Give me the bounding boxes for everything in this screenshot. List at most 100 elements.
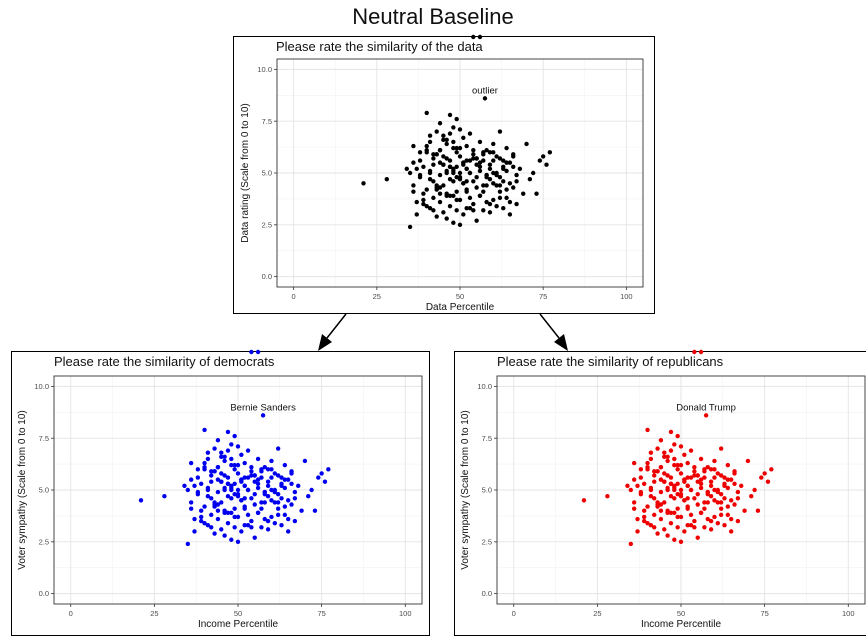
- data-point: [407, 224, 413, 230]
- data-point: [695, 535, 700, 540]
- data-point: [202, 520, 207, 526]
- data-point: [712, 467, 717, 472]
- data-point: [454, 150, 459, 155]
- data-point: [431, 156, 436, 161]
- data-point: [471, 34, 476, 40]
- data-point: [451, 145, 456, 151]
- data-point: [444, 193, 449, 198]
- panel-title: Please rate the similarity of the data: [276, 39, 483, 54]
- data-point: [655, 500, 660, 505]
- data-point: [424, 150, 429, 155]
- data-point: [454, 208, 459, 213]
- data-point: [708, 527, 714, 532]
- data-point: [229, 496, 234, 501]
- data-point: [507, 212, 513, 217]
- data-point: [229, 442, 234, 447]
- data-point: [471, 148, 476, 153]
- data-point: [232, 506, 237, 511]
- data-point: [441, 210, 446, 215]
- data-point: [219, 479, 224, 484]
- data-point: [703, 413, 709, 418]
- data-point: [685, 460, 690, 466]
- data-point: [497, 183, 503, 188]
- data-point: [682, 452, 687, 457]
- data-point: [631, 500, 637, 505]
- data-point: [477, 34, 483, 40]
- data-point: [467, 206, 473, 211]
- data-point: [678, 444, 684, 449]
- data-point: [702, 469, 707, 474]
- data-point: [235, 471, 241, 476]
- y-tick-label: 5.0: [262, 169, 272, 178]
- data-point: [437, 185, 443, 190]
- data-point: [259, 506, 264, 511]
- data-point: [665, 458, 670, 464]
- data-point: [702, 500, 707, 505]
- data-point: [658, 502, 664, 507]
- data-point: [275, 446, 281, 451]
- data-point: [544, 162, 549, 167]
- data-point: [239, 452, 244, 457]
- data-point: [494, 172, 499, 178]
- data-point: [212, 500, 217, 505]
- data-point: [685, 483, 690, 489]
- data-point: [205, 523, 211, 528]
- data-point: [467, 158, 473, 163]
- data-point: [739, 483, 744, 489]
- data-point: [437, 121, 443, 126]
- data-point: [645, 520, 650, 526]
- data-point: [427, 206, 433, 211]
- y-axis-label: Voter sympathy (Scale from 0 to 10): [460, 410, 471, 570]
- data-point: [434, 187, 439, 192]
- data-point: [192, 529, 197, 534]
- data-point: [421, 191, 426, 196]
- data-point: [769, 467, 774, 472]
- data-point: [235, 494, 241, 499]
- data-point: [249, 469, 254, 474]
- data-point: [655, 469, 660, 474]
- data-point: [275, 500, 281, 505]
- data-point: [245, 512, 251, 518]
- x-tick-label: 75: [317, 609, 325, 618]
- data-point: [260, 413, 266, 418]
- data-point: [411, 160, 416, 165]
- data-point: [444, 137, 449, 143]
- plot-border: [53, 375, 423, 605]
- x-tick-label: 50: [677, 609, 685, 618]
- data-point: [695, 473, 700, 478]
- data-point: [215, 477, 221, 482]
- data-point: [302, 458, 308, 464]
- data-point: [282, 485, 288, 491]
- point-annotation: Bernie Sanders: [230, 402, 296, 413]
- data-point: [718, 512, 724, 518]
- data-point: [272, 500, 277, 505]
- data-point: [404, 166, 409, 172]
- data-point: [162, 494, 167, 499]
- x-axis-label: Income Percentile: [198, 619, 278, 630]
- x-tick-label: 100: [399, 609, 412, 618]
- data-point: [635, 529, 640, 534]
- data-point: [712, 498, 717, 503]
- data-point: [249, 525, 254, 530]
- data-point: [712, 458, 717, 464]
- data-point: [715, 489, 720, 495]
- data-point: [239, 498, 244, 503]
- data-point: [437, 191, 443, 196]
- data-point: [491, 197, 496, 203]
- data-point: [199, 508, 204, 513]
- data-point: [202, 467, 207, 472]
- data-point: [229, 462, 234, 468]
- data-point: [222, 487, 227, 493]
- data-point: [725, 477, 731, 482]
- data-point: [504, 195, 509, 201]
- data-point: [199, 514, 204, 520]
- data-point: [487, 162, 493, 167]
- data-point: [675, 462, 680, 468]
- arrow-left: [318, 313, 347, 351]
- data-point: [242, 460, 247, 466]
- data-point: [411, 143, 416, 149]
- data-point: [688, 512, 694, 518]
- x-tick-label: 100: [842, 609, 855, 618]
- data-point: [259, 500, 264, 505]
- data-point: [447, 193, 453, 198]
